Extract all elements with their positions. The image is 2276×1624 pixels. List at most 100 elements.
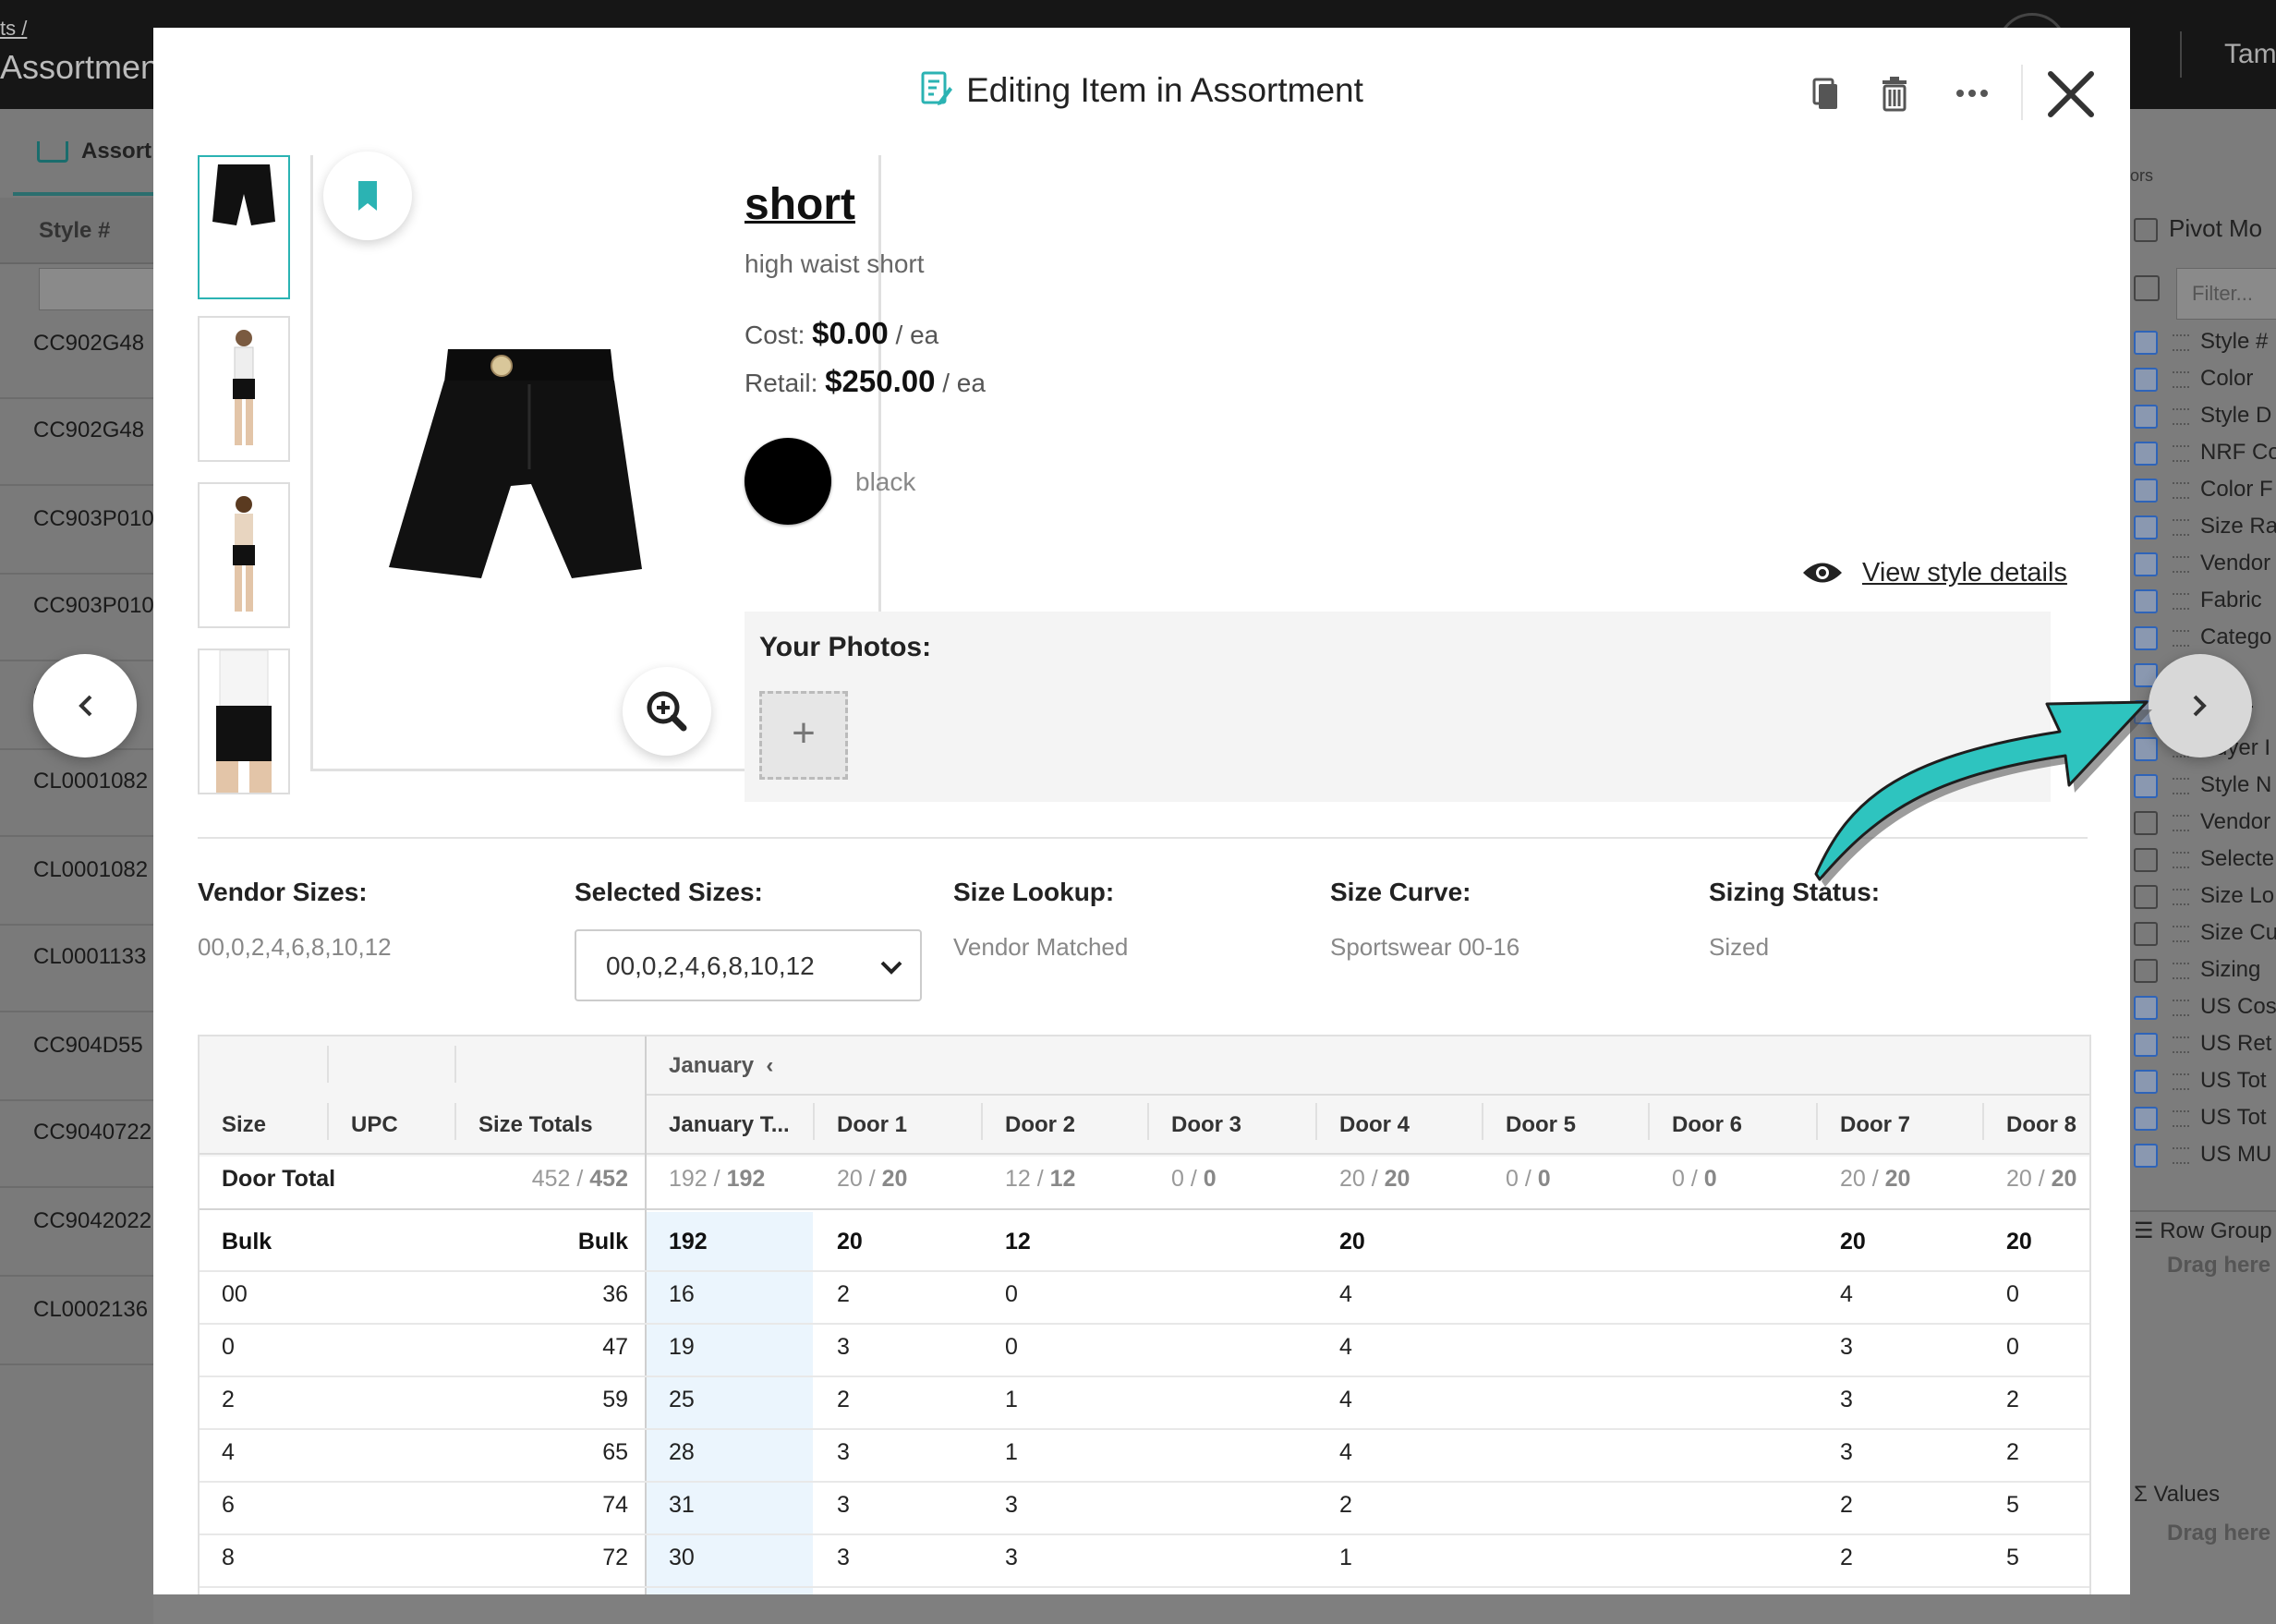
quantity-cell[interactable]: 28 [669, 1439, 695, 1465]
tool-panel-tab[interactable]: ors [2130, 166, 2154, 185]
column-header[interactable]: Door 5 [1506, 1112, 1577, 1137]
selected-sizes-dropdown[interactable]: 00,0,2,4,6,8,10,12 [575, 929, 922, 1001]
column-header[interactable]: Door 7 [1840, 1112, 1911, 1137]
column-checkbox[interactable] [2134, 1069, 2158, 1094]
column-toggle-item[interactable]: Catego [2134, 624, 2271, 660]
background-table-row[interactable]: CC9042022 [0, 1188, 153, 1277]
thumbnail-2[interactable] [198, 316, 290, 462]
pivot-checkbox[interactable] [2134, 218, 2158, 243]
quantity-cell[interactable]: 3 [1840, 1439, 1853, 1465]
quantity-cell[interactable]: 2 [837, 1387, 850, 1412]
quantity-cell[interactable]: 5 [2006, 1492, 2019, 1518]
column-toggle-item[interactable]: Style # [2134, 329, 2268, 364]
quantity-cell[interactable]: 16 [669, 1281, 695, 1307]
column-checkbox[interactable] [2134, 330, 2158, 355]
tab-assortment[interactable]: Assort [37, 139, 151, 164]
quantity-cell[interactable]: 3 [1840, 1387, 1853, 1412]
background-table-row[interactable]: CC902G48 [0, 310, 153, 399]
column-checkbox[interactable] [2134, 995, 2158, 1020]
column-toggle-item[interactable]: Selecte [2134, 846, 2274, 881]
quantity-cell[interactable]: 192 [669, 1229, 708, 1254]
add-photo-button[interactable]: + [759, 691, 848, 780]
quantity-cell[interactable]: 2 [1840, 1545, 1853, 1570]
drag-handle-icon[interactable] [2173, 999, 2189, 1016]
column-header[interactable]: Size Totals [478, 1112, 593, 1137]
quantity-cell[interactable]: 3 [837, 1492, 850, 1518]
column-filter-input[interactable] [39, 268, 155, 310]
quantity-cell[interactable]: 30 [669, 1545, 695, 1570]
quantity-cell[interactable]: 3 [837, 1439, 850, 1465]
column-toggle-item[interactable]: US Tot [2134, 1068, 2267, 1103]
column-toggle-item[interactable]: Vendor [2134, 551, 2270, 586]
quantity-cell[interactable]: 4 [1339, 1439, 1352, 1465]
background-table-row[interactable]: CL0001133 [0, 924, 153, 1012]
quantity-cell[interactable]: 0 [1005, 1281, 1018, 1307]
quantity-cell[interactable]: 2 [1339, 1492, 1352, 1518]
quantity-cell[interactable]: 1 [1005, 1439, 1018, 1465]
background-table-row[interactable]: CC903P010 [0, 486, 154, 575]
thumbnail-1[interactable] [198, 155, 290, 299]
background-table-row[interactable]: CC902G48 [0, 397, 153, 486]
view-style-details-link[interactable]: View style details [1801, 558, 2067, 594]
delete-button[interactable] [1871, 70, 1918, 116]
column-toggle-item[interactable]: US Cos [2134, 994, 2276, 1029]
column-filter-field[interactable]: Filter... [2176, 268, 2276, 320]
column-header[interactable]: Door 3 [1171, 1112, 1242, 1137]
column-checkbox[interactable] [2134, 404, 2158, 429]
quantity-cell[interactable]: 31 [669, 1492, 695, 1518]
column-header[interactable]: Door 1 [837, 1112, 908, 1137]
column-checkbox[interactable] [2134, 478, 2158, 503]
drag-handle-icon[interactable] [2173, 407, 2189, 425]
column-toggle-item[interactable]: Vendor [2134, 809, 2270, 844]
previous-item-button[interactable] [33, 654, 137, 757]
column-toggle-item[interactable]: NRF Co [2134, 440, 2276, 475]
column-checkbox[interactable] [2134, 441, 2158, 466]
duplicate-button[interactable] [1801, 70, 1847, 116]
column-checkbox[interactable] [2134, 884, 2158, 909]
column-checkbox[interactable] [2134, 1032, 2158, 1057]
background-table-row[interactable]: CL0001082 [0, 748, 153, 837]
group-header-january[interactable]: January ‹ [669, 1053, 774, 1078]
background-table-row[interactable]: CL0001082 [0, 837, 153, 926]
drag-handle-icon[interactable] [2173, 851, 2189, 868]
background-table-row[interactable]: CC9040722 [0, 1099, 153, 1188]
column-checkbox[interactable] [2134, 1143, 2158, 1168]
values-dropzone[interactable]: Drag here [2167, 1521, 2271, 1545]
column-header[interactable]: Door 2 [1005, 1112, 1076, 1137]
quantity-cell[interactable]: 20 [1339, 1229, 1365, 1254]
drag-handle-icon[interactable] [2173, 333, 2189, 351]
quantity-cell[interactable]: 4 [1840, 1281, 1853, 1307]
quantity-cell[interactable]: 20 [837, 1229, 863, 1254]
breadcrumb[interactable]: ts / [0, 17, 28, 40]
column-toggle-item[interactable]: Sizing [2134, 957, 2260, 992]
column-checkbox[interactable] [2134, 515, 2158, 539]
column-toggle-item[interactable]: Style N [2134, 772, 2271, 807]
column-toggle-item[interactable]: US Tot [2134, 1105, 2267, 1140]
quantity-cell[interactable]: 0 [2006, 1334, 2019, 1360]
close-button[interactable] [2041, 65, 2100, 124]
zoom-button[interactable] [623, 667, 711, 756]
quantity-cell[interactable]: 5 [2006, 1545, 2019, 1570]
thumbnail-4[interactable] [198, 648, 290, 794]
quantity-cell[interactable]: 3 [1840, 1334, 1853, 1360]
style-name-link[interactable]: short [745, 180, 855, 229]
quantity-cell[interactable]: 1 [1339, 1545, 1352, 1570]
drag-handle-icon[interactable] [2173, 1109, 2189, 1127]
drag-handle-icon[interactable] [2173, 777, 2189, 794]
thumbnail-3[interactable] [198, 482, 290, 628]
quantity-cell[interactable]: 3 [837, 1334, 850, 1360]
drag-handle-icon[interactable] [2173, 814, 2189, 831]
column-toggle-item[interactable]: Fabric [2134, 588, 2262, 623]
drag-handle-icon[interactable] [2173, 1073, 2189, 1090]
quantity-cell[interactable]: 2 [1840, 1492, 1853, 1518]
drag-handle-icon[interactable] [2173, 925, 2189, 942]
column-checkbox[interactable] [2134, 847, 2158, 872]
column-header-style[interactable]: Style # [0, 198, 153, 264]
drag-handle-icon[interactable] [2173, 518, 2189, 536]
drag-handle-icon[interactable] [2173, 370, 2189, 388]
quantity-cell[interactable]: 12 [1005, 1229, 1031, 1254]
quantity-cell[interactable]: 4 [1339, 1334, 1352, 1360]
column-checkbox[interactable] [2134, 1106, 2158, 1131]
column-toggle-item[interactable]: Size Ra [2134, 514, 2276, 549]
column-toggle-item[interactable]: US Ret [2134, 1031, 2271, 1066]
